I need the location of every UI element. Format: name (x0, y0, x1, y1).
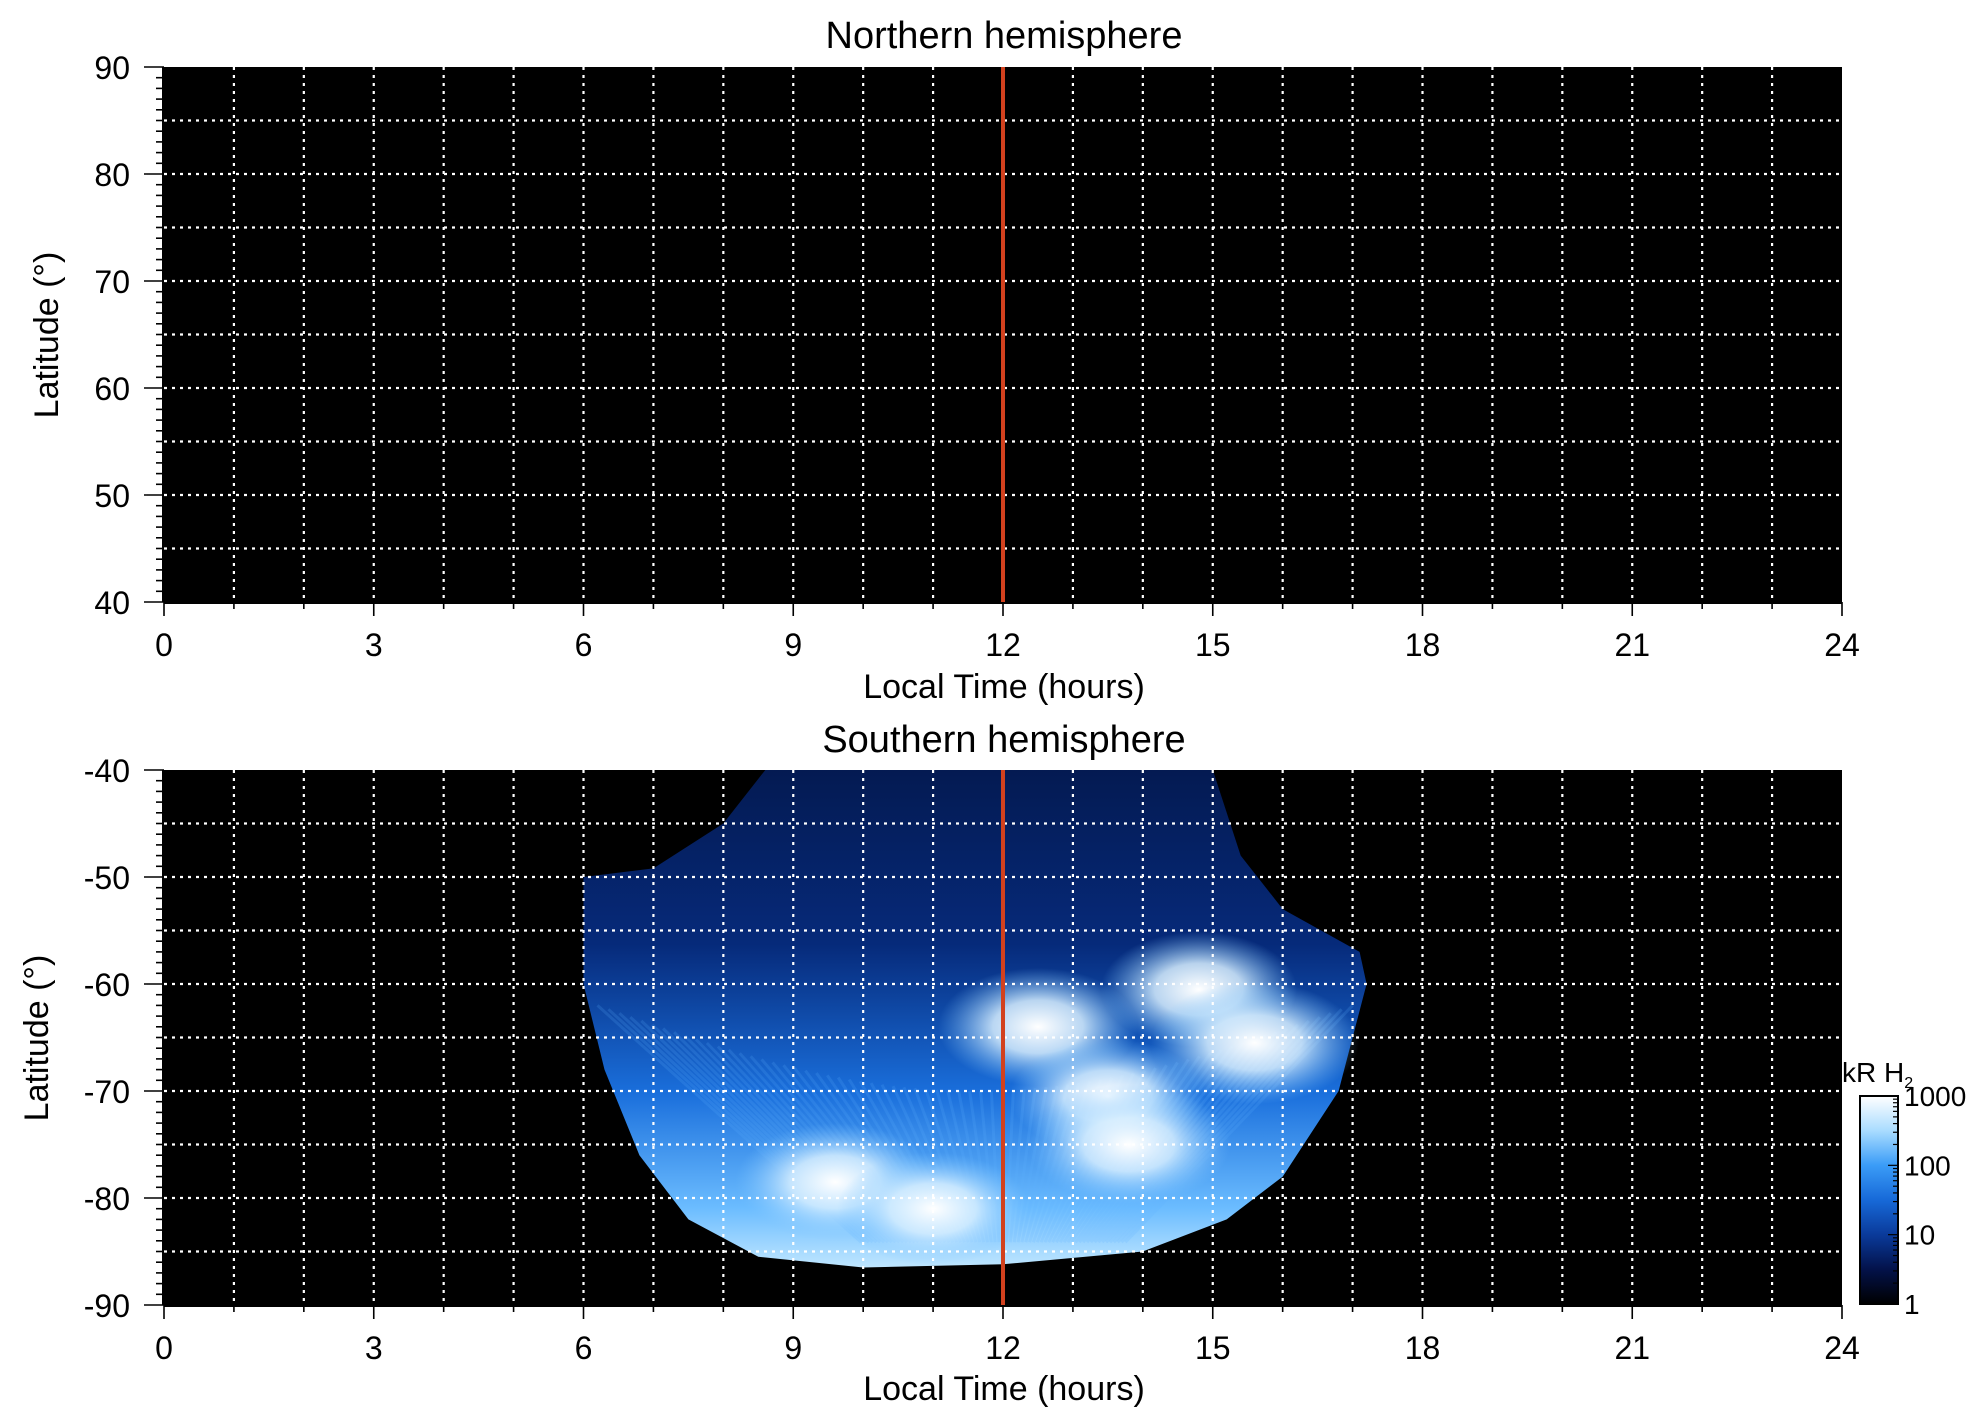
colorbar-tick-label: 100 (1904, 1150, 1951, 1181)
y-tick-label: -70 (84, 1074, 130, 1110)
x-axis: 0 3 6 9 12 15 18 21 24 (155, 1305, 1860, 1366)
colorbar-label-main: kR H (1842, 1057, 1904, 1088)
y-tick-label: -60 (84, 967, 130, 1003)
chart-title: Northern hemisphere (826, 15, 1183, 57)
y-tick-label: 60 (94, 371, 130, 407)
y-axis-label: Latitude (°) (18, 955, 56, 1122)
x-tick-label: 18 (1405, 1330, 1441, 1366)
northern-hemisphere-panel: Northern hemisphere 40 50 60 70 80 90 0 3 6 9 12 1… (28, 15, 1860, 706)
y-tick-label: -50 (84, 860, 130, 896)
y-tick-label: 50 (94, 478, 130, 514)
y-tick-label: -90 (84, 1288, 130, 1324)
x-tick-label: 9 (784, 627, 802, 663)
colorbar-tick-label: 1 (1904, 1289, 1920, 1320)
y-tick-label: 40 (94, 585, 130, 621)
x-tick-label: 0 (155, 627, 173, 663)
grid-lines (164, 770, 1842, 1305)
x-tick-label: 6 (575, 1330, 593, 1366)
aurora-emission (583, 770, 1367, 1268)
x-tick-label: 21 (1614, 1330, 1650, 1366)
x-axis-label: Local Time (hours) (863, 1370, 1145, 1408)
x-tick-label: 12 (985, 1330, 1021, 1366)
x-tick-label: 3 (365, 627, 383, 663)
y-tick-label: 90 (94, 50, 130, 86)
colorbar-tick-label: 1000 (1904, 1081, 1966, 1112)
y-axis: -90 -80 -70 -60 -50 -40 (84, 753, 164, 1324)
x-tick-label: 12 (985, 627, 1021, 663)
x-tick-label: 24 (1824, 627, 1860, 663)
x-tick-label: 15 (1195, 1330, 1231, 1366)
x-tick-label: 0 (155, 1330, 173, 1366)
colorbar-tick-label: 10 (1904, 1220, 1935, 1251)
colorbar-label-subscript: 2 (1904, 1075, 1913, 1092)
aurora-bright-patch (837, 1152, 1029, 1266)
chart-title: Southern hemisphere (822, 719, 1185, 761)
x-axis-label: Local Time (hours) (863, 668, 1145, 706)
y-tick-label: 80 (94, 157, 130, 193)
grid-lines (164, 67, 1842, 602)
aurora-bright-patch (1027, 1084, 1231, 1205)
y-tick-label: -80 (84, 1181, 130, 1217)
southern-hemisphere-panel: Southern hemisphere -90 -80 -70 -60 -50 -40 0… (18, 719, 1860, 1408)
colorbar-ticks: 1 10 100 1000 (1888, 1081, 1966, 1320)
y-tick-label: -40 (84, 753, 130, 789)
colorbar: kR H2 1 10 100 1000 (1842, 1057, 1966, 1320)
colorbar-bar (1859, 1095, 1899, 1305)
x-tick-label: 18 (1405, 627, 1441, 663)
y-tick-label: 70 (94, 264, 130, 300)
aurora-bright-patch (1150, 981, 1359, 1105)
x-tick-label: 21 (1614, 627, 1650, 663)
y-axis: 40 50 60 70 80 90 (94, 50, 164, 621)
x-tick-label: 6 (575, 627, 593, 663)
y-axis-label: Latitude (°) (28, 252, 66, 419)
x-tick-label: 3 (365, 1330, 383, 1366)
x-tick-label: 9 (784, 1330, 802, 1366)
colorbar-label: kR H2 (1842, 1057, 1913, 1092)
x-tick-label: 24 (1824, 1330, 1860, 1366)
x-axis: 0 3 6 9 12 15 18 21 24 (155, 602, 1860, 663)
x-tick-label: 15 (1195, 627, 1231, 663)
